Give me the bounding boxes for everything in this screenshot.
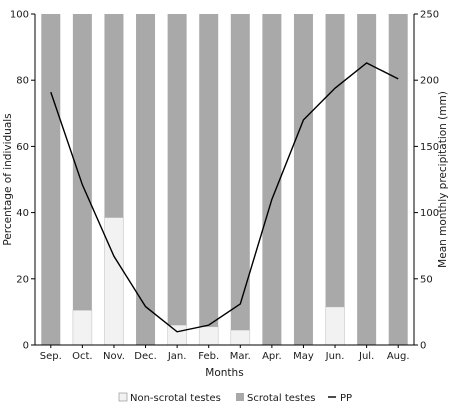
legend-swatch-scrotal	[236, 393, 244, 401]
bar-non-scrotal	[104, 217, 124, 346]
x-tick-label: May	[293, 351, 314, 362]
legend-label-non-scrotal: Non-scrotal testes	[130, 393, 221, 404]
x-tick-label: Aug.	[387, 351, 410, 362]
x-tick-label: Jan.	[167, 351, 187, 362]
bar-scrotal	[199, 14, 219, 327]
legend: Non-scrotal testes Scrotal testes PP	[118, 392, 352, 404]
right-y-axis-title: Mean monthly precipitation (mm)	[437, 91, 449, 268]
x-tick-label: Sep.	[40, 351, 62, 362]
left-y-tick-label: 80	[16, 76, 29, 87]
axes-layer: 0 20 40 60 80 100 0 50 100 150 200 250 Sep. Oct. Nov. D…	[10, 10, 439, 363]
x-tick-label: Apr.	[262, 351, 282, 362]
x-tick-label: Oct.	[72, 351, 92, 362]
left-y-tick-label: 60	[16, 142, 29, 153]
x-tick-label: Feb.	[198, 351, 219, 362]
left-y-tick-label: 20	[16, 274, 29, 285]
left-y-tick-label: 40	[16, 208, 29, 219]
labels-layer: Months Percentage of individuals Mean mo…	[2, 91, 449, 379]
x-tick-label: Jul.	[358, 351, 374, 362]
x-tick-label: Jun.	[325, 351, 345, 362]
precipitation-line-layer	[50, 62, 399, 333]
right-y-tick-label: 150	[420, 142, 439, 153]
left-y-axis-title: Percentage of individuals	[2, 113, 14, 245]
bar-scrotal	[262, 14, 282, 345]
x-axis-title: Months	[205, 367, 243, 379]
bar-non-scrotal	[72, 309, 93, 346]
bar-scrotal	[388, 14, 408, 345]
left-y-tick-label: 100	[10, 10, 29, 21]
right-y-tick-label: 100	[420, 208, 439, 219]
left-y-tick-label: 0	[23, 341, 29, 352]
bars-layer	[41, 14, 408, 346]
right-y-tick-label: 0	[420, 341, 426, 352]
x-tick-label: Nov.	[103, 351, 125, 362]
legend-swatch-non-scrotal	[118, 392, 128, 402]
bar-scrotal	[167, 14, 187, 326]
bar-scrotal	[41, 14, 61, 345]
bar-non-scrotal	[198, 326, 219, 346]
x-tick-label: Dec.	[134, 351, 157, 362]
right-y-tick-label: 250	[420, 10, 439, 21]
bar-scrotal	[357, 14, 377, 345]
right-y-tick-label: 50	[420, 274, 433, 285]
pp-line	[50, 62, 399, 333]
right-y-tick-label: 200	[420, 76, 439, 87]
bar-scrotal	[104, 14, 124, 218]
bar-scrotal	[136, 14, 156, 345]
x-tick-label: Mar.	[230, 351, 251, 362]
bar-scrotal	[230, 14, 250, 331]
bar-non-scrotal	[325, 306, 345, 346]
legend-label-pp: PP	[340, 393, 352, 404]
bar-non-scrotal	[167, 324, 187, 346]
bar-non-scrotal	[230, 329, 251, 346]
bar-scrotal	[293, 14, 313, 345]
legend-label-scrotal: Scrotal testes	[247, 393, 315, 404]
bar-scrotal	[72, 14, 92, 311]
bar-scrotal	[325, 14, 345, 307]
